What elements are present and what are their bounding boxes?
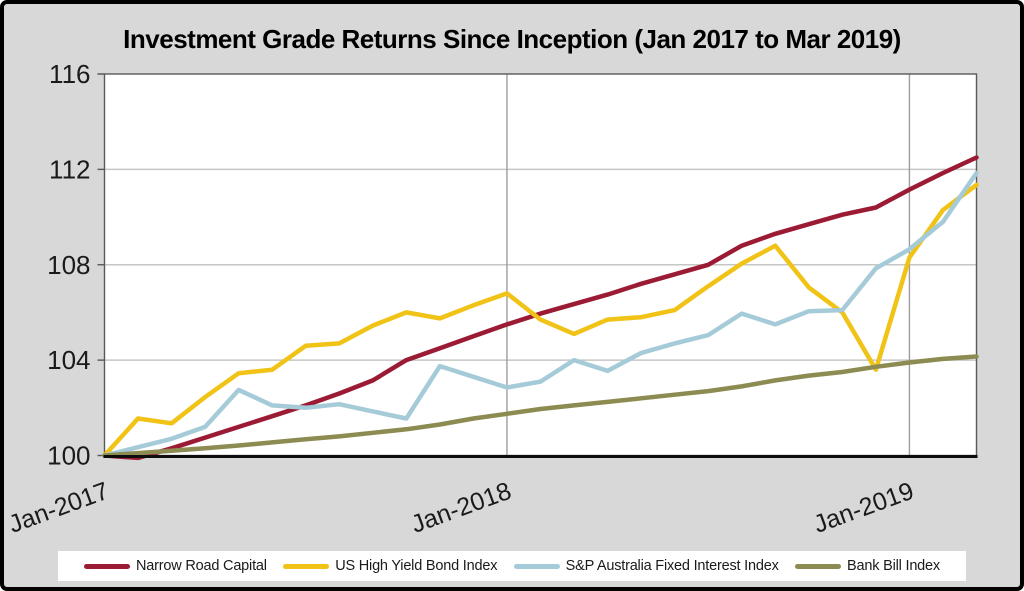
legend-label: US High Yield Bond Index [335,558,498,574]
legend-swatch-us-high-yield-bond-index [283,563,330,569]
y-tick-label: 104 [47,345,90,375]
legend-swatch-sp-australia-fixed-interest-index [513,563,560,569]
legend-label: Narrow Road Capital [136,558,267,574]
y-tick-label: 112 [49,154,90,184]
y-tick-label: 116 [49,59,90,89]
legend-label: Bank Bill Index [847,558,940,574]
x-tick-label: Jan-2018 [407,477,515,539]
legend: Narrow Road Capital US High Yield Bond I… [58,551,966,581]
legend-swatch-bank-bill-index [795,563,842,569]
legend-item-us-high-yield-bond-index: US High Yield Bond Index [283,558,497,574]
series-line-s-p-australia-fixed-interest-index [102,170,979,458]
series-line-us-high-yield-bond-index [102,182,979,458]
legend-swatch-narrow-road-capital [84,563,130,569]
legend-item-narrow-road-capital: Narrow Road Capital [84,558,267,574]
series-line-narrow-road-capital [102,155,979,461]
legend-label: S&P Australia Fixed Interest Index [565,558,779,574]
y-tick-label: 100 [47,441,90,471]
series-line-bank-bill-index [102,354,979,458]
x-tick-label: Jan-2019 [810,477,918,539]
x-tick-label: Jan-2017 [5,477,113,539]
legend-item-sp-australia-fixed-interest-index: S&P Australia Fixed Interest Index [513,558,779,574]
chart-title: Investment Grade Returns Since Inception… [123,24,901,54]
y-tick-label: 108 [47,250,90,280]
legend-item-bank-bill-index: Bank Bill Index [795,558,940,574]
line-chart: 100 104 108 112 116 Jan-2017 Jan-2018 Jan-2019 [5,59,979,539]
